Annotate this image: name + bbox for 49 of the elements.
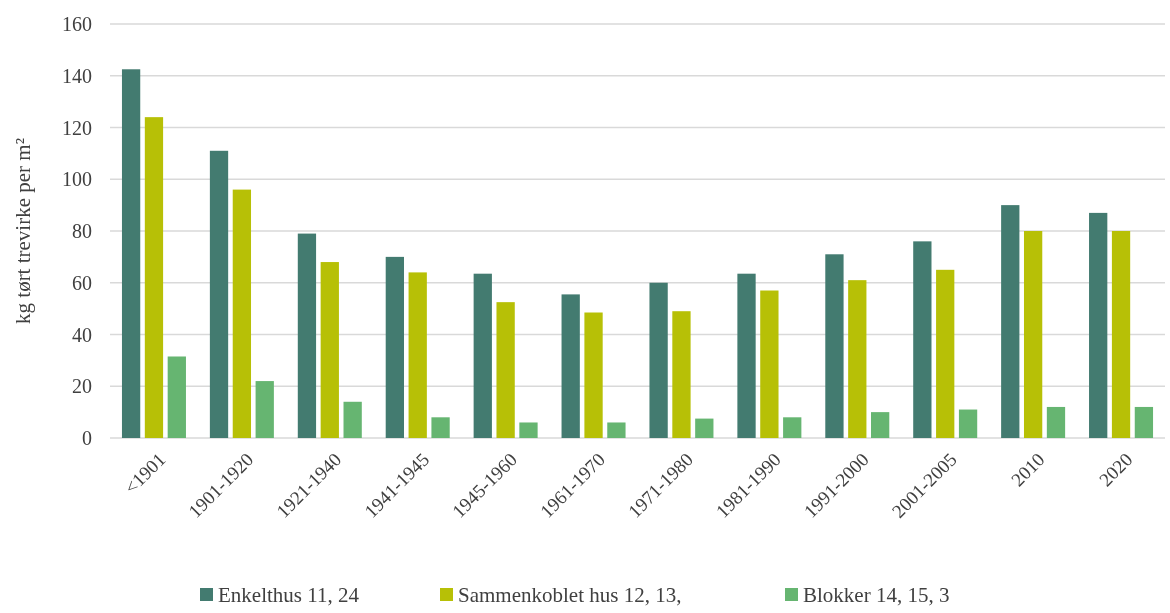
bar: [584, 312, 603, 438]
y-tick-label: 80: [72, 220, 92, 242]
bar: [297, 233, 317, 438]
bar: [783, 417, 802, 438]
bar: [737, 273, 756, 438]
y-tick-label: 140: [62, 64, 92, 87]
bar: [825, 254, 844, 438]
bar: [607, 422, 626, 438]
bar: [1134, 406, 1154, 438]
y-tick-label: 40: [72, 323, 92, 346]
bar: [408, 272, 427, 438]
bar: [209, 150, 229, 438]
bar: [431, 417, 450, 438]
bar: [320, 262, 339, 438]
bar: [672, 311, 691, 438]
bar: [343, 401, 362, 438]
bar: [848, 280, 867, 438]
bar: [232, 189, 252, 438]
bar: [121, 69, 141, 438]
bar: [561, 294, 580, 438]
bar: [255, 381, 274, 438]
bar: [1089, 212, 1108, 438]
legend-label: Blokker 14, 15, 3: [803, 583, 950, 608]
bar: [144, 117, 164, 438]
bar: [958, 409, 978, 438]
bar: [936, 269, 955, 438]
bar: [1046, 406, 1066, 438]
bar: [695, 418, 714, 438]
bar: [167, 356, 186, 438]
bar: [1023, 231, 1043, 438]
bar: [385, 256, 404, 438]
legend-label: Sammenkoblet hus 12, 13,: [458, 583, 682, 608]
bar: [913, 241, 932, 438]
y-axis-title: kg tørt trevirke per m²: [11, 138, 35, 324]
bar: [1111, 231, 1131, 438]
y-tick-label: 100: [62, 168, 92, 191]
bar: [473, 273, 492, 438]
y-tick-label: 20: [72, 375, 92, 398]
y-tick-label: 120: [62, 116, 92, 139]
y-tick-label: 60: [72, 271, 92, 294]
y-tick-label: 160: [62, 13, 92, 35]
bar: [519, 422, 538, 438]
bar: [760, 290, 779, 438]
bar: [1001, 205, 1020, 438]
bar: [649, 282, 668, 438]
y-tick-label: 0: [82, 427, 92, 449]
bar: [871, 412, 890, 438]
legend-label: Enkelthus 11, 24: [218, 583, 360, 608]
bar: [496, 302, 515, 438]
